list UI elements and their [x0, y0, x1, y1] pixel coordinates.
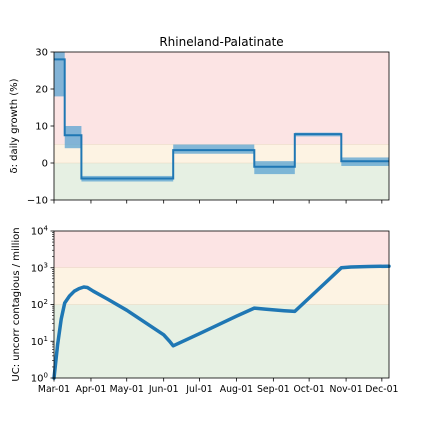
- zone-green: [54, 304, 389, 378]
- uncertainty-band-0: [54, 52, 65, 97]
- bottom-y-axis-label: UC: uncorr contagious / million: [11, 227, 22, 381]
- x-tick-label: Apr-01: [76, 384, 107, 395]
- y-tick-label: 104: [31, 225, 49, 238]
- x-tick-label: Nov-01: [330, 384, 363, 395]
- y-tick-label: 100: [31, 372, 48, 385]
- y-tick-label: 10: [35, 122, 48, 133]
- growth-rate-step-line: [54, 58, 389, 180]
- x-tick-label: Dec-01: [365, 384, 398, 395]
- y-tick-label: 30: [35, 48, 48, 59]
- y-tick-label: 20: [35, 85, 48, 96]
- top-x-ticks: [53, 200, 383, 204]
- contagious-line: [52, 264, 391, 380]
- x-tick-label: Oct-01: [293, 384, 324, 395]
- uncertainty-band-1: [64, 126, 82, 149]
- x-tick-label: Sep-01: [257, 384, 290, 395]
- bottom-zones: [54, 231, 389, 378]
- x-tick-label: Mar-01: [38, 384, 70, 395]
- y-tick-label: 102: [31, 298, 48, 311]
- x-tick-label: Jun-01: [148, 384, 179, 395]
- x-tick-label: May-01: [110, 384, 144, 395]
- x-tick-label: Aug-01: [220, 384, 253, 395]
- top-y-axis-label: δ: daily growth (%): [9, 78, 20, 173]
- top-y-ticks: −10 0 10 20 30: [27, 48, 54, 207]
- bottom-x-ticks: Mar-01 Apr-01 May-01 Jun-01 Jul-01 Aug-01 Sep-…: [38, 378, 399, 395]
- zone-red: [54, 52, 389, 145]
- bottom-y-ticks: 100 101 102 103 104: [31, 225, 54, 385]
- x-tick-label: Jul-01: [185, 384, 212, 395]
- y-tick-label: 0: [42, 159, 48, 170]
- y-tick-label: 101: [31, 335, 48, 348]
- contagious-panel: 100 101 102 103 104 Mar-01 Apr-01 May-01 Jun-01…: [11, 225, 399, 396]
- y-tick-label: 103: [31, 261, 48, 274]
- zone-red: [54, 231, 389, 268]
- growth-rate-panel: −10 0 10 20 30 Rhineland-Palatinate δ: daily…: [9, 35, 390, 207]
- y-tick-label: −10: [27, 196, 48, 207]
- chart-title: Rhineland-Palatinate: [159, 35, 283, 49]
